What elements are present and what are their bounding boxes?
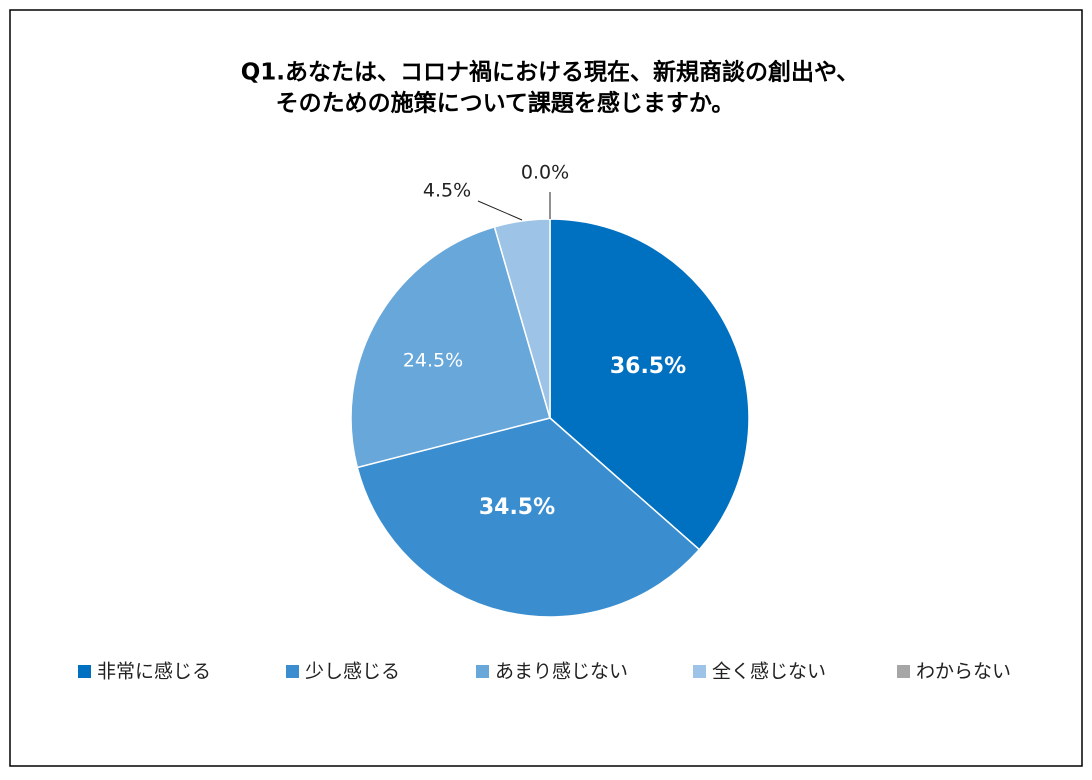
legend-swatch <box>78 665 91 678</box>
data-label: 24.5% <box>403 350 463 372</box>
legend-swatch <box>693 665 706 678</box>
data-label: 36.5% <box>610 354 686 379</box>
data-label: 4.5% <box>423 180 471 202</box>
legend-swatch <box>286 665 299 678</box>
chart-title: そのための施策について課題を感じますか。 <box>276 90 735 117</box>
legend-label: わからない <box>916 661 1011 683</box>
legend-label: 非常に感じる <box>97 661 211 683</box>
legend-swatch <box>897 665 910 678</box>
pie-slice <box>350 225 551 469</box>
data-label: 0.0% <box>521 162 569 184</box>
chart-title: Q1.あなたは、コロナ禍における現在、新規商談の創出や、 <box>241 59 860 86</box>
data-label: 34.5% <box>479 495 555 520</box>
leader-line <box>477 200 523 221</box>
pie-slice <box>549 218 750 551</box>
pie-slice <box>356 417 701 618</box>
legend-label: 少し感じる <box>305 661 400 683</box>
legend-label: あまり感じない <box>495 661 628 683</box>
legend-swatch <box>476 665 489 678</box>
legend-label: 全く感じない <box>712 661 826 683</box>
